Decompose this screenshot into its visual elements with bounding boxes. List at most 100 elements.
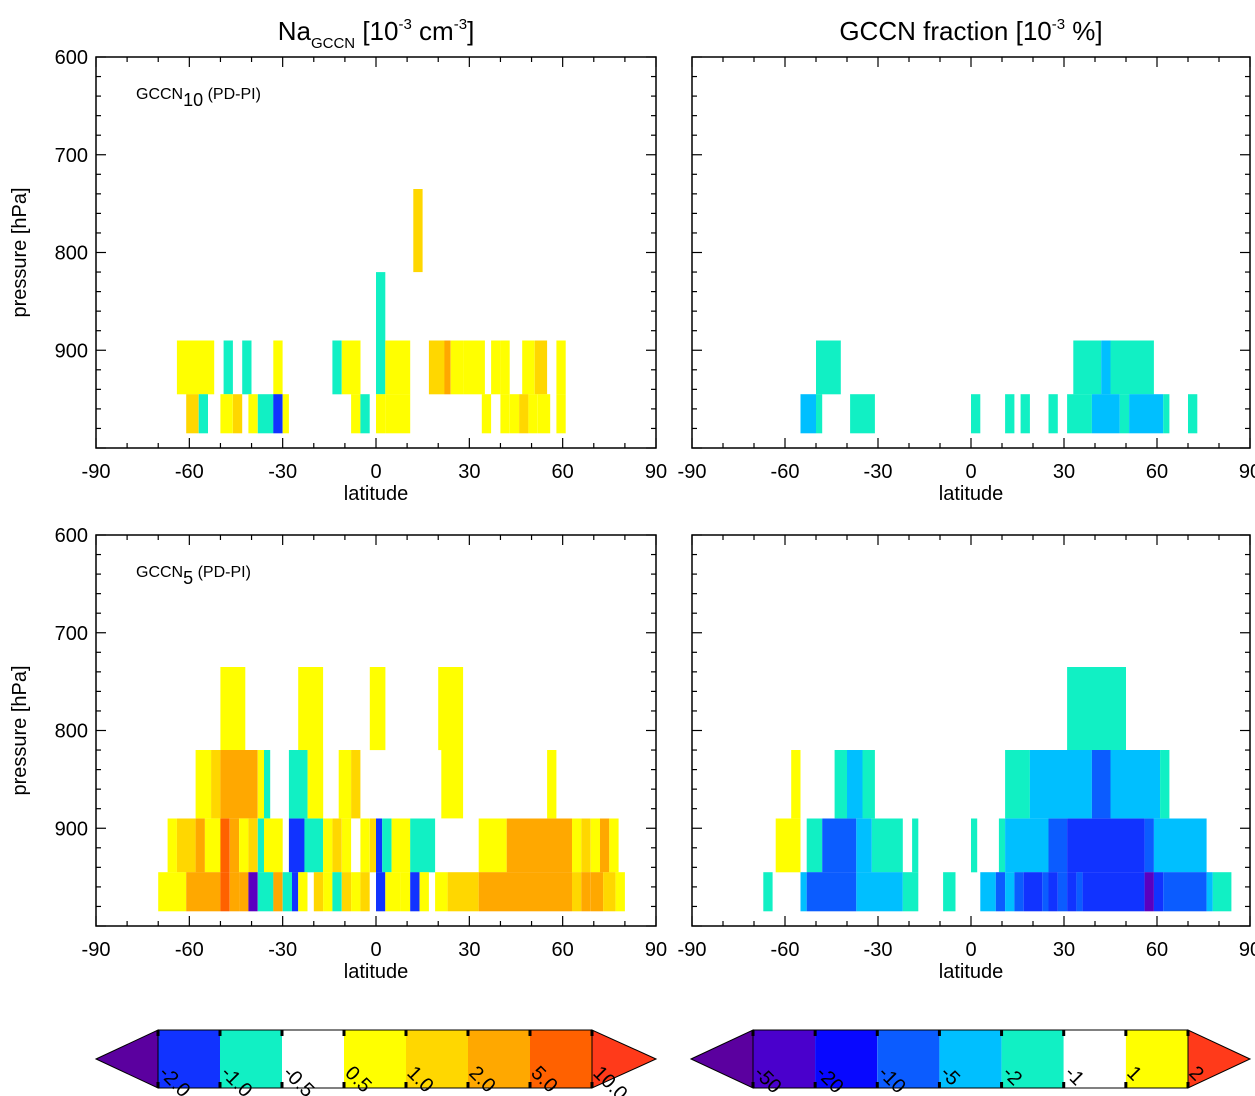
- y-tick-label: 600: [55, 525, 88, 547]
- panel-annotation: GCCN5 (PD-PI): [136, 564, 251, 588]
- colorbar-frame: [752, 1029, 1189, 1089]
- heatmap-cell: [1144, 818, 1154, 873]
- colorbar-segment: [939, 1030, 1002, 1088]
- heatmap-cell: [195, 750, 212, 819]
- heatmap-cell: [528, 394, 538, 434]
- heatmap-cell: [1091, 394, 1120, 434]
- heatmap-cell: [791, 750, 801, 819]
- heatmap-cell: [1057, 872, 1068, 912]
- colorbar-segment: [753, 1030, 816, 1088]
- x-axis-label: latitude: [344, 483, 409, 505]
- x-tick-label: -60: [175, 461, 204, 483]
- heatmap-cell: [304, 818, 324, 873]
- heatmap-cell: [1067, 394, 1092, 434]
- heatmap-cell: [522, 340, 535, 395]
- heatmap-cell: [220, 750, 258, 819]
- colorbar-segment: [406, 1030, 468, 1088]
- heatmap-cell: [369, 818, 376, 873]
- heatmap-cell: [1048, 818, 1068, 873]
- heatmap-cell: [1110, 340, 1154, 395]
- heatmap-cell: [463, 340, 485, 395]
- heatmap-cell: [822, 818, 857, 873]
- heatmap-cell: [856, 872, 903, 912]
- heatmap-cell: [1188, 394, 1198, 434]
- heatmap-cell: [307, 750, 324, 819]
- y-axis-label: pressure [hPa]: [9, 187, 31, 317]
- heatmap-cell: [519, 394, 529, 434]
- y-tick-label: 600: [55, 47, 88, 69]
- heatmap-cell: [1067, 872, 1077, 912]
- heatmap-cell: [800, 872, 807, 912]
- heatmap-cell: [1005, 750, 1030, 819]
- heatmap-cell: [481, 394, 492, 434]
- heatmap-cell: [323, 872, 333, 912]
- heatmap-cell: [506, 818, 572, 873]
- heatmap-cell: [500, 394, 510, 434]
- y-tick-label: 700: [55, 145, 88, 167]
- heatmap-cell: [1023, 872, 1043, 912]
- heatmap-cell: [1005, 872, 1015, 912]
- x-tick-label: 0: [965, 461, 976, 483]
- heatmap-cell: [229, 872, 240, 912]
- heatmap-cell: [1067, 667, 1126, 751]
- heatmap-cell: [603, 872, 616, 912]
- heatmap-cell: [1144, 872, 1154, 912]
- heatmap-cell: [264, 750, 271, 819]
- heatmap-cell: [902, 872, 919, 912]
- x-tick-label: -30: [268, 461, 297, 483]
- heatmap-cell: [176, 818, 196, 873]
- colorbar-segment: [158, 1030, 220, 1088]
- colorbar-segment: [468, 1030, 530, 1088]
- heatmap-cell: [1212, 872, 1232, 912]
- heatmap-cell: [298, 667, 324, 751]
- heatmap-cell: [478, 818, 507, 873]
- heatmap-cell: [556, 340, 566, 395]
- heatmap-cell: [590, 818, 600, 873]
- heatmap-cell: [971, 818, 978, 873]
- heatmap-cell: [834, 750, 847, 819]
- heatmap-cell: [491, 340, 501, 395]
- y-tick-label: 700: [55, 623, 88, 645]
- heatmap-cell: [282, 394, 289, 434]
- heatmap-cell: [1163, 872, 1207, 912]
- colorbar-segment: [282, 1030, 344, 1088]
- x-tick-label: 60: [1146, 461, 1168, 483]
- x-tick-label: -90: [82, 939, 111, 961]
- x-tick-label: 60: [552, 461, 574, 483]
- heatmap-cell: [288, 818, 305, 873]
- heatmap-cell: [360, 818, 370, 873]
- heatmap-cell: [400, 872, 411, 912]
- y-tick-label: 900: [55, 818, 88, 840]
- plot-frame: [691, 56, 1251, 449]
- heatmap-cell: [313, 872, 324, 912]
- y-tick-label: 800: [55, 243, 88, 265]
- heatmap-cell: [257, 818, 264, 873]
- heatmap-cell: [220, 667, 246, 751]
- heatmap-cell: [298, 872, 308, 912]
- heatmap-cell: [248, 872, 258, 912]
- colorbar-segment: [220, 1030, 282, 1088]
- heatmap-cell: [239, 818, 249, 873]
- heatmap-cell: [912, 818, 919, 873]
- heatmap-cell: [590, 872, 604, 912]
- colorbar-segment: [1001, 1030, 1064, 1088]
- x-tick-label: 90: [1239, 461, 1255, 483]
- x-axis-label: latitude: [939, 483, 1004, 505]
- heatmap-cell: [581, 818, 591, 873]
- heatmap-cell: [186, 872, 221, 912]
- heatmap-cell: [1005, 818, 1049, 873]
- heatmap-cell: [1101, 340, 1111, 395]
- heatmap-cell: [410, 818, 436, 873]
- heatmap-cell: [220, 818, 230, 873]
- heatmap-cell: [615, 872, 625, 912]
- x-tick-label: -60: [771, 939, 800, 961]
- x-tick-label: 90: [645, 461, 667, 483]
- heatmap-cell: [435, 872, 448, 912]
- heatmap-cell: [447, 872, 479, 912]
- x-tick-label: 30: [1053, 461, 1075, 483]
- heatmap-cell: [242, 340, 252, 395]
- heatmap-cell: [385, 872, 401, 912]
- heatmap-cell: [232, 394, 243, 434]
- heatmap-cell: [438, 667, 464, 751]
- heatmap-cell: [971, 394, 981, 434]
